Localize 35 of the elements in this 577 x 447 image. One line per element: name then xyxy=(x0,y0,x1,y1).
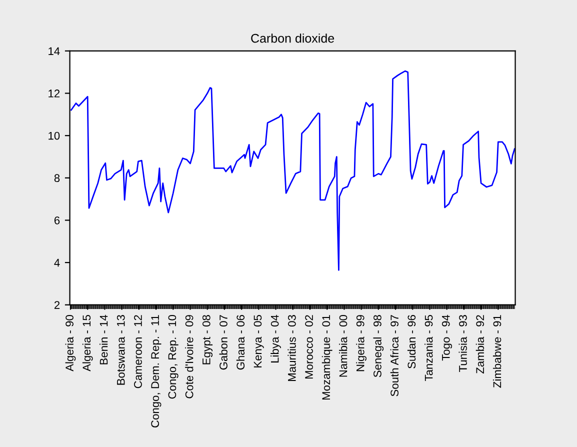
x-tick-label: Algeria - 90 xyxy=(65,315,76,372)
x-tick-label: Congo, Dem. Rep. - 11 xyxy=(151,315,162,428)
x-tick-label: Sudan - 96 xyxy=(407,315,416,368)
x-tick-label: Nigeria - 99 xyxy=(356,315,366,372)
y-tick-label: 6 xyxy=(54,216,60,224)
x-tick-label: South Africa - 97 xyxy=(390,315,398,396)
x-tick-label: Zimbabwe - 91 xyxy=(492,315,502,388)
chart-title: Carbon dioxide xyxy=(251,34,334,43)
x-tick-label: Tunisia - 93 xyxy=(458,315,467,372)
y-tick-label: 14 xyxy=(48,47,60,55)
x-tick-label: Togo - 94 xyxy=(442,314,452,361)
y-tick-label: 8 xyxy=(54,174,60,182)
x-tick-label: Botswana - 13 xyxy=(116,315,125,385)
x-tick-label: Libya - 04 xyxy=(270,314,281,362)
x-tick-label: Ghana - 06 xyxy=(236,315,245,370)
y-tick-label: 12 xyxy=(48,90,60,98)
x-tick-label: Egypt - 08 xyxy=(202,315,213,364)
x-tick-label: Benin - 14 xyxy=(100,314,108,364)
y-tick-label: 4 xyxy=(54,258,60,267)
x-tick-label: Tanzania - 95 xyxy=(424,315,433,382)
x-tick-label: Senegal - 98 xyxy=(373,315,384,378)
x-tick-label: Cote d'Ivoire - 09 xyxy=(185,315,194,398)
x-tick-label: Congo, Rep. - 10 xyxy=(168,315,178,399)
x-tick-label: Kenya - 05 xyxy=(254,315,264,368)
line-series xyxy=(70,70,516,271)
x-tick-label: Cameroon - 12 xyxy=(134,315,142,388)
x-tick-label: Mozambique - 01 xyxy=(322,315,332,400)
x-tick-label: Morocco - 02 xyxy=(305,315,313,378)
x-tick-label: Zambia - 92 xyxy=(476,315,484,374)
x-tick-label: Namibia - 00 xyxy=(339,315,348,377)
x-tick-label: Mauritius - 03 xyxy=(288,315,296,381)
x-tick-label: Gabon - 07 xyxy=(219,315,228,370)
y-tick-label: 2 xyxy=(54,301,60,309)
x-tick-label: Algeria - 15 xyxy=(82,315,93,372)
y-tick-label: 10 xyxy=(48,132,60,140)
